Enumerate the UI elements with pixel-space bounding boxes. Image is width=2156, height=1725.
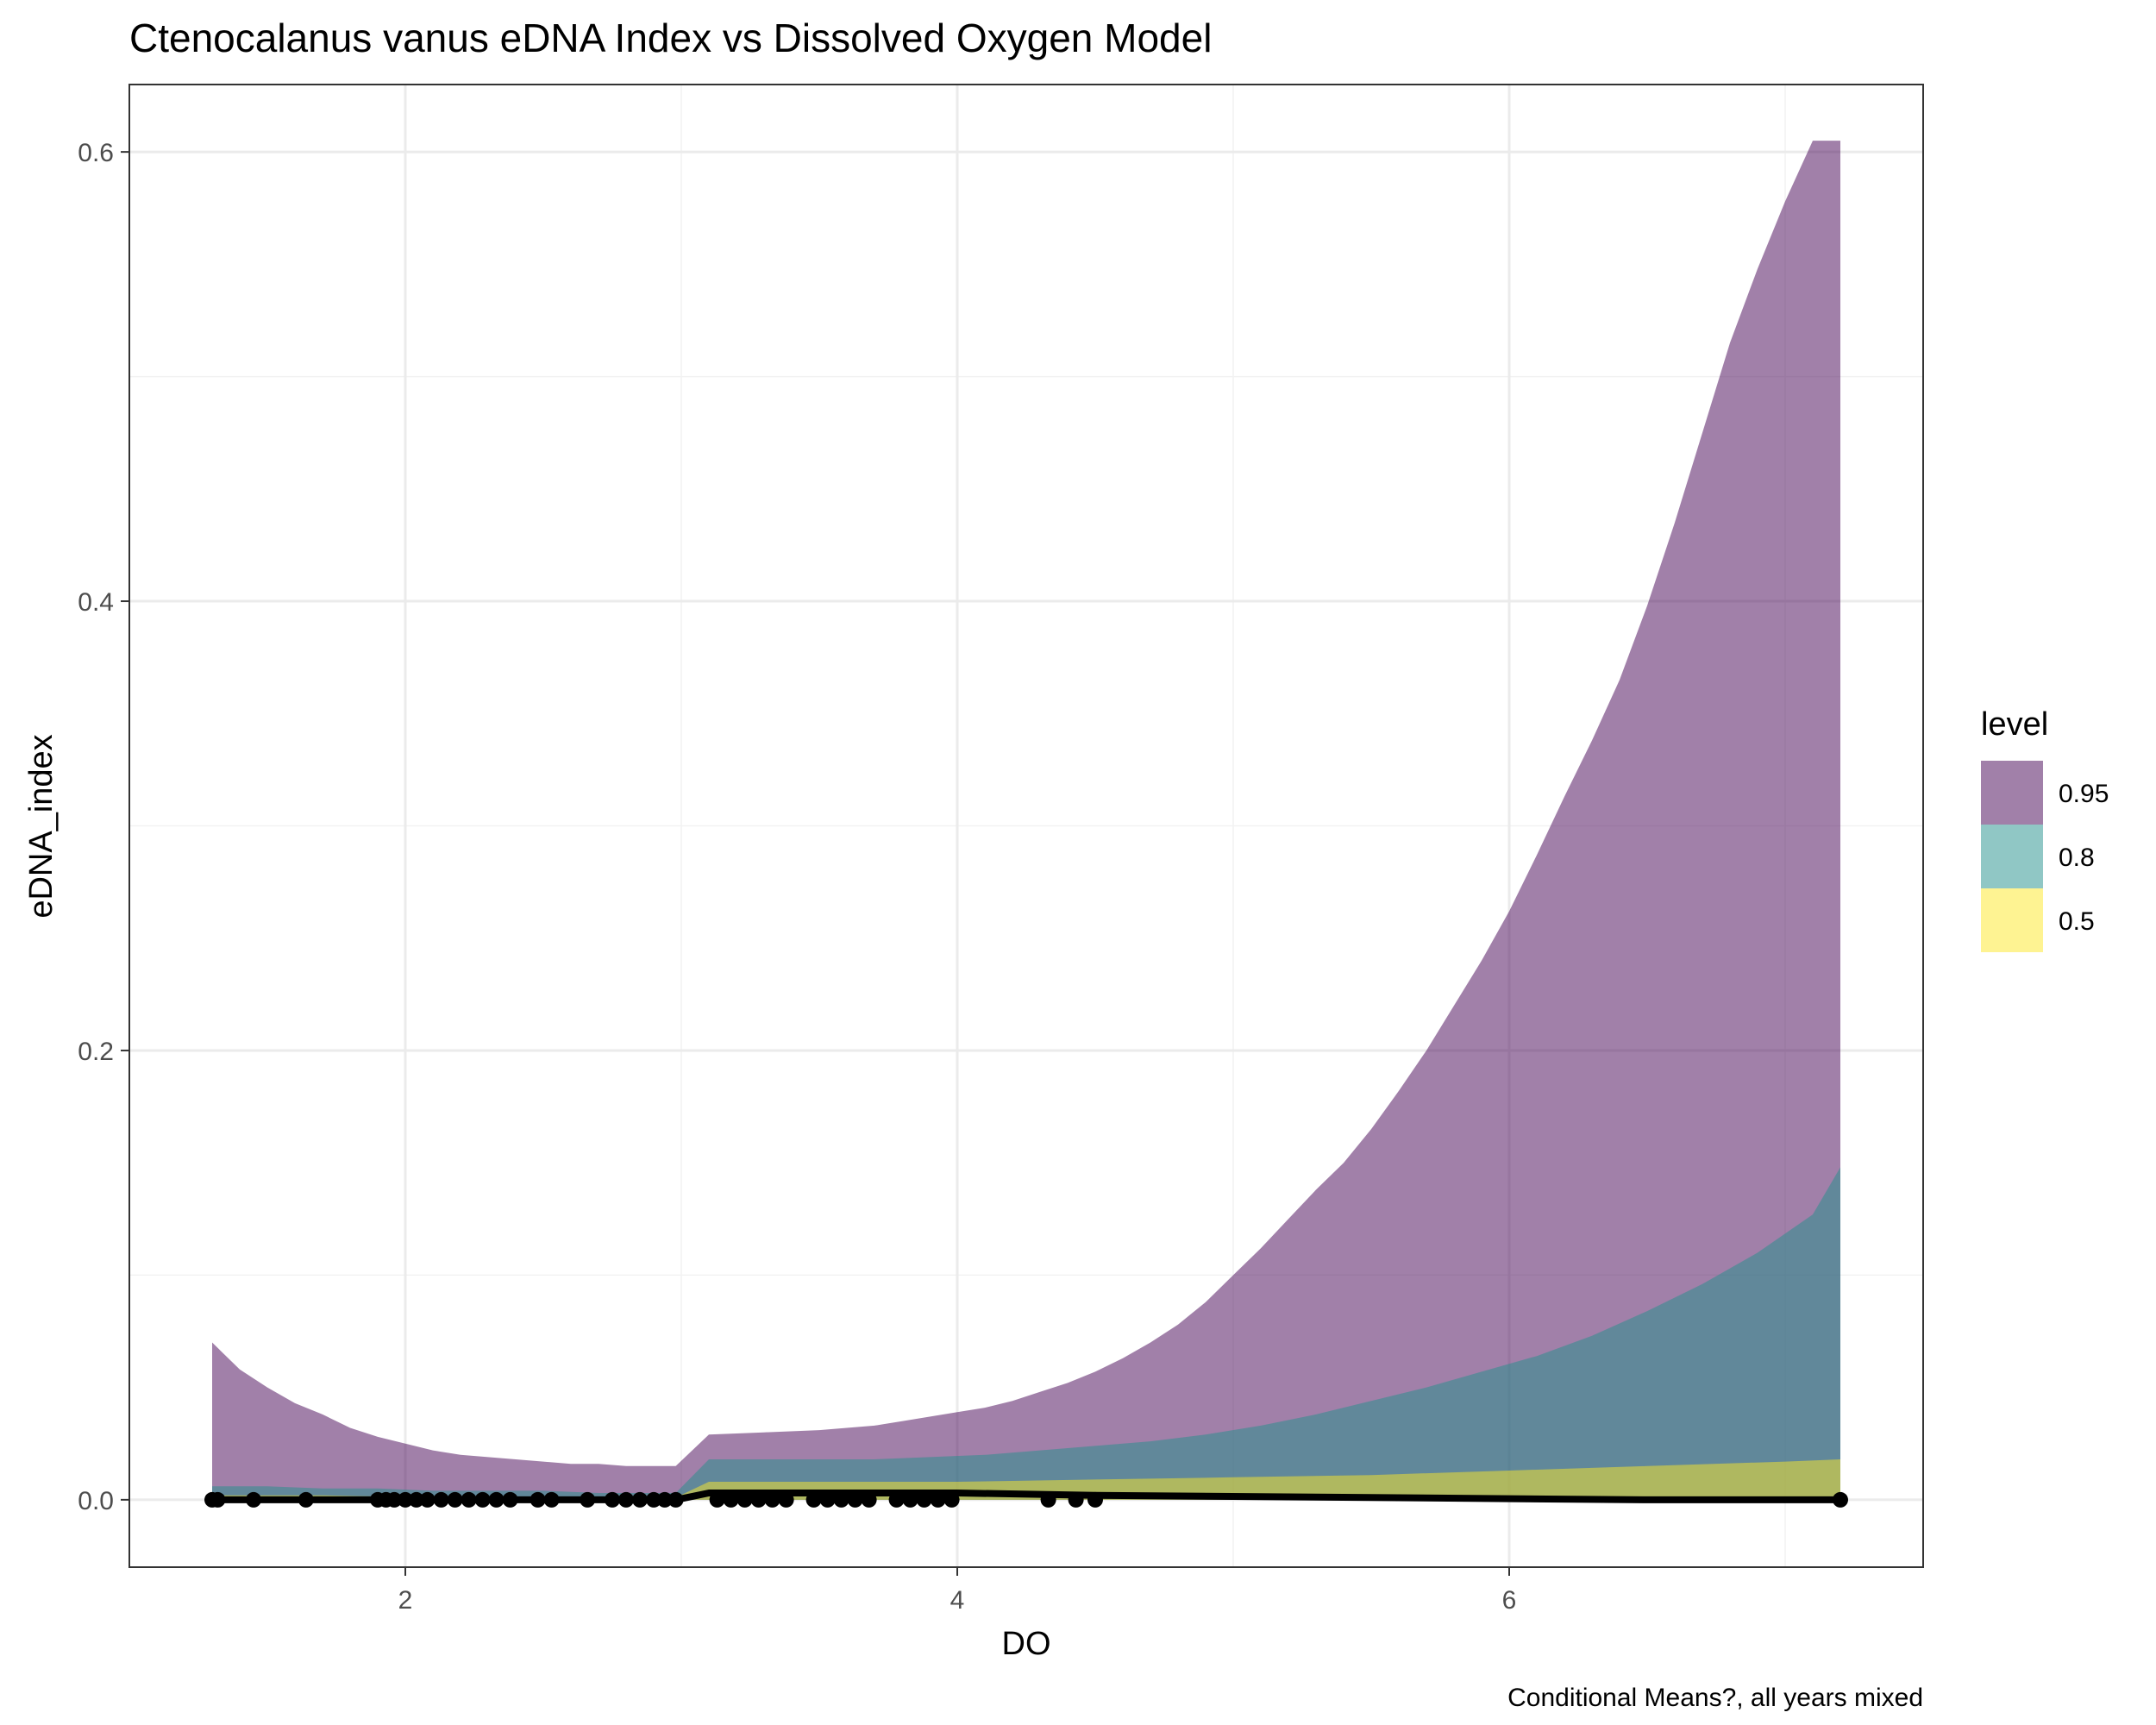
data-point <box>632 1491 648 1508</box>
ribbon-0-8 <box>212 1167 1840 1500</box>
legend-label: 0.5 <box>2059 907 2095 936</box>
y-tick-label: 0.0 <box>78 1487 114 1515</box>
data-point <box>618 1491 634 1508</box>
ribbons <box>212 141 1840 1500</box>
legend-label: 0.8 <box>2059 844 2095 872</box>
panel-border <box>128 84 1924 1568</box>
data-point <box>723 1491 739 1508</box>
data-point <box>210 1491 226 1508</box>
data-point <box>530 1491 546 1508</box>
data-point <box>736 1491 753 1508</box>
data-point <box>656 1491 673 1508</box>
data-point <box>709 1491 725 1508</box>
data-point <box>474 1491 491 1508</box>
data-point <box>930 1491 946 1508</box>
ribbon-0-5 <box>212 1459 1840 1500</box>
data-point <box>605 1491 620 1508</box>
x-axis-ticks: 2 4 6 <box>398 1567 1517 1615</box>
legend-key-0-95 <box>1981 761 2043 825</box>
data-point <box>805 1491 822 1508</box>
data-point <box>833 1491 849 1508</box>
data-point <box>667 1491 684 1508</box>
data-point <box>580 1491 596 1508</box>
data-point <box>461 1491 477 1508</box>
data-point <box>778 1491 794 1508</box>
y-tick-label: 0.6 <box>78 139 114 167</box>
legend-entries: 0.95 0.8 0.5 <box>1981 761 2109 952</box>
y-axis-title: eDNA_index <box>23 734 60 918</box>
data-point <box>750 1491 767 1508</box>
legend-key-0-5 <box>1981 888 2043 952</box>
data-point <box>298 1491 314 1508</box>
y-tick-label: 0.4 <box>78 588 114 617</box>
data-point <box>419 1491 436 1508</box>
data-point <box>1068 1491 1084 1508</box>
plot-panel <box>128 84 1924 1568</box>
legend: level 0.95 0.8 0.5 <box>1981 706 2109 952</box>
data-point <box>433 1491 449 1508</box>
data-point <box>386 1491 403 1508</box>
data-point <box>543 1491 560 1508</box>
data-point <box>398 1491 413 1508</box>
chart-caption: Conditional Means?, all years mixed <box>1507 1684 1923 1712</box>
data-point <box>943 1491 960 1508</box>
legend-key-0-8 <box>1981 825 2043 888</box>
ribbon-0-95 <box>212 141 1840 1500</box>
x-tick-label: 6 <box>1502 1586 1517 1615</box>
data-point <box>1833 1491 1848 1508</box>
data-point <box>488 1491 505 1508</box>
data-points <box>204 1491 1848 1508</box>
data-point <box>916 1491 932 1508</box>
data-point <box>819 1491 836 1508</box>
x-tick-label: 4 <box>950 1586 965 1615</box>
data-point <box>246 1491 261 1508</box>
y-tick-label: 0.2 <box>78 1038 114 1066</box>
data-point <box>902 1491 918 1508</box>
data-point <box>861 1491 877 1508</box>
legend-label: 0.95 <box>2059 780 2109 808</box>
data-point <box>1087 1491 1103 1508</box>
x-tick-label: 2 <box>398 1586 413 1615</box>
data-point <box>847 1491 863 1508</box>
data-point <box>408 1491 424 1508</box>
x-axis-title: DO <box>1002 1626 1051 1662</box>
chart-title: Ctenocalanus vanus eDNA Index vs Dissolv… <box>129 16 1212 60</box>
data-point <box>447 1491 463 1508</box>
data-point <box>764 1491 780 1508</box>
data-point <box>646 1491 661 1508</box>
y-axis-ticks: 0.0 0.2 0.4 0.6 <box>78 139 129 1515</box>
data-point <box>1040 1491 1056 1508</box>
legend-title: level <box>1981 706 2048 743</box>
data-point <box>888 1491 905 1508</box>
data-point <box>502 1491 518 1508</box>
